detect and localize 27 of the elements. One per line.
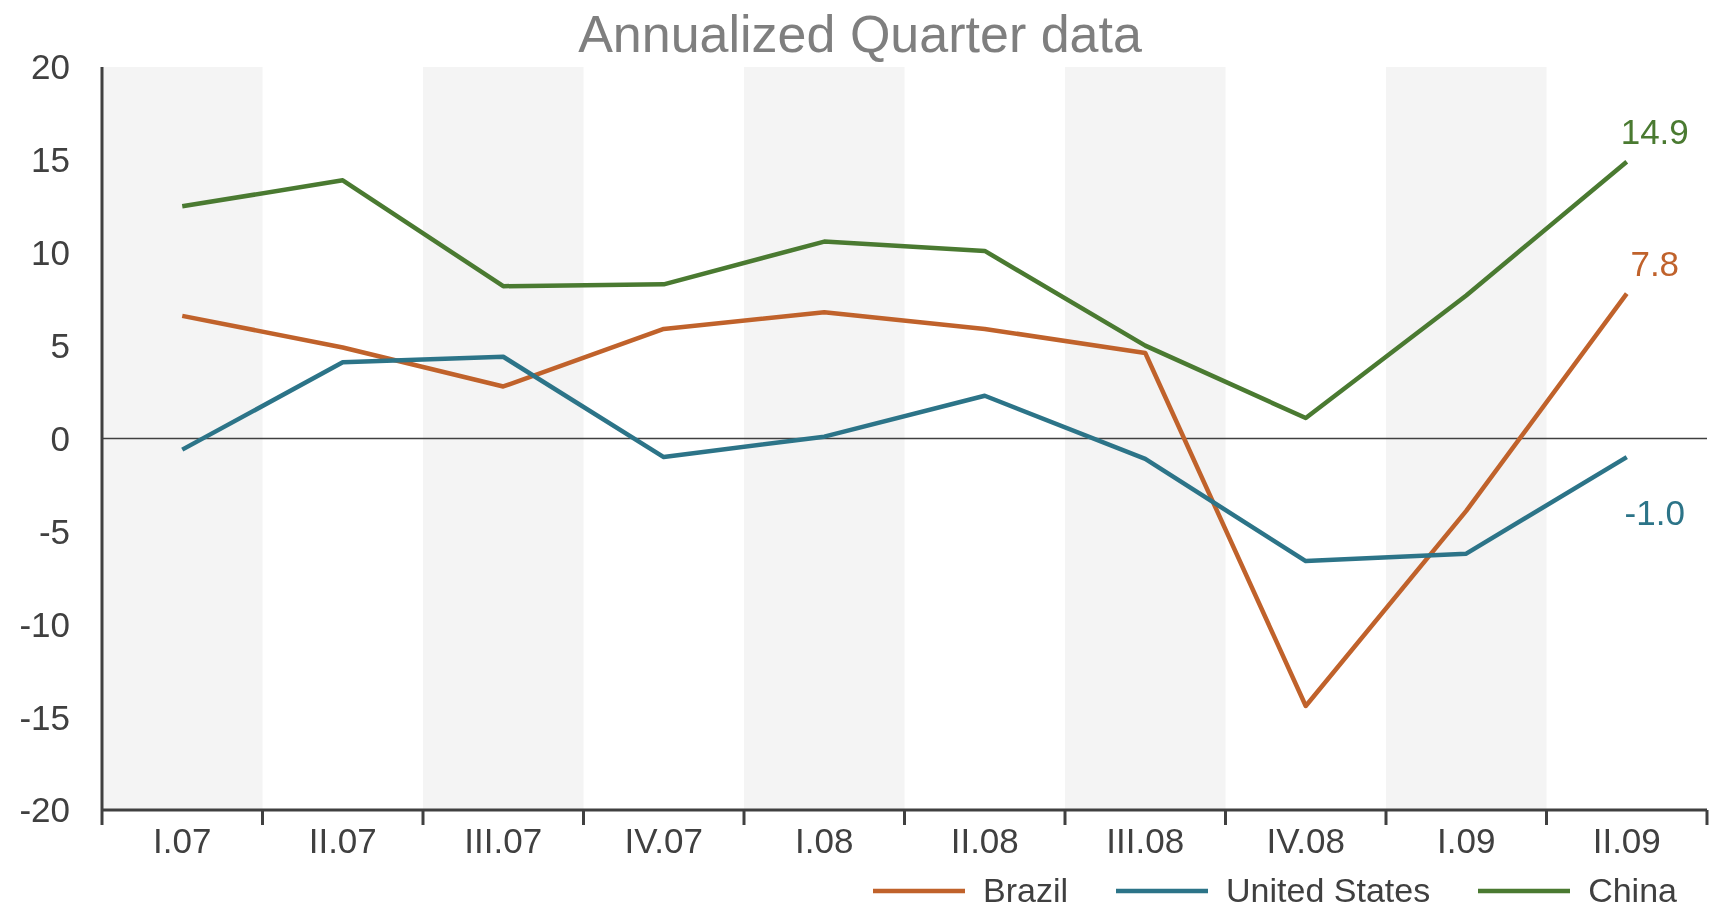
- data-label: 14.9: [1620, 112, 1689, 152]
- x-tick-label: III.08: [1106, 820, 1185, 860]
- x-tick-label: II.08: [950, 820, 1019, 860]
- x-tick-label: IV.07: [624, 820, 704, 860]
- x-tick-label: IV.08: [1266, 820, 1346, 860]
- chart-title: Annualized Quarter data: [578, 5, 1142, 63]
- data-label: 7.8: [1630, 244, 1680, 284]
- legend-label: China: [1588, 871, 1677, 910]
- y-tick-label: 0: [50, 418, 70, 458]
- x-tick-label: II.07: [308, 820, 377, 860]
- y-tick-label: -20: [19, 790, 70, 830]
- y-tick-label: 15: [31, 140, 70, 180]
- x-tick-label: I.08: [795, 820, 854, 860]
- x-tick-label: III.07: [464, 820, 543, 860]
- x-tick-label: I.09: [1437, 820, 1496, 860]
- data-label: -1.0: [1624, 492, 1685, 532]
- y-tick-label: -10: [19, 604, 70, 644]
- y-tick-label: 20: [31, 47, 70, 87]
- x-tick-label: I.07: [153, 820, 212, 860]
- y-tick-label: 10: [31, 233, 70, 273]
- x-tick-label: II.09: [1592, 820, 1661, 860]
- legend-label: Brazil: [983, 871, 1069, 910]
- y-tick-label: -5: [38, 511, 70, 551]
- y-tick-label: 5: [50, 326, 70, 366]
- legend-label: United States: [1226, 871, 1431, 910]
- y-tick-label: -15: [19, 697, 70, 737]
- line-series: [180, 159, 1629, 421]
